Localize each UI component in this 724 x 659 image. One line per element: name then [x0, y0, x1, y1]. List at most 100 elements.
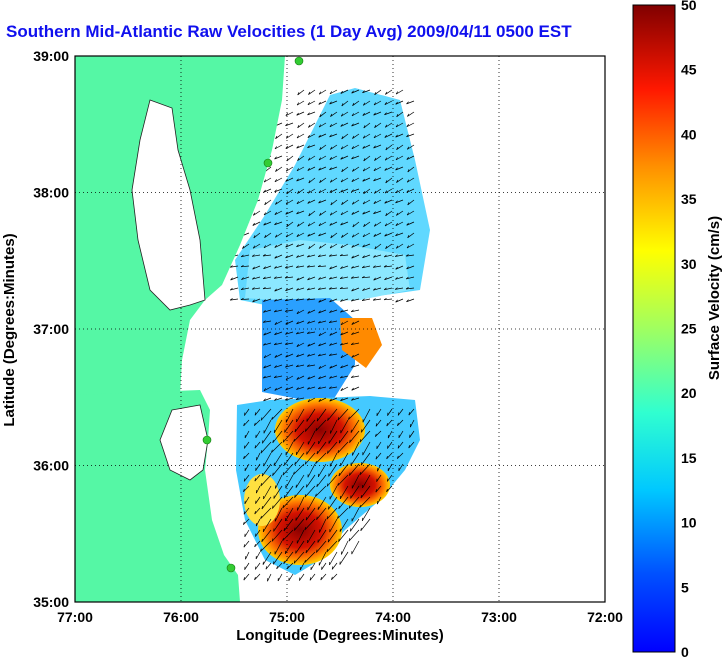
velocity-arrow: [395, 89, 404, 95]
velocity-arrow: [363, 155, 371, 162]
velocity-arrow-head: [296, 255, 299, 258]
velocity-arrow-head: [406, 179, 410, 183]
velocity-arrow: [373, 100, 382, 106]
velocity-arrow: [340, 265, 349, 269]
velocity-arrow: [328, 463, 338, 477]
velocity-arrow: [285, 507, 294, 522]
velocity-arrow-head: [329, 310, 332, 313]
velocity-arrow-head: [308, 180, 311, 184]
velocity-arrow: [318, 276, 327, 280]
velocity-arrow: [274, 276, 283, 279]
velocity-arrow-head: [296, 135, 300, 139]
velocity-arrow: [351, 111, 360, 117]
velocity-arrow-head: [296, 178, 299, 182]
velocity-arrow-head: [296, 244, 299, 247]
velocity-arrow-head: [264, 201, 267, 205]
velocity-arrow: [386, 452, 393, 460]
velocity-arrow: [340, 320, 349, 326]
velocity-arrow-head: [384, 134, 387, 138]
velocity-arrow: [362, 199, 371, 205]
velocity-arrow-head: [297, 223, 300, 227]
velocity-arrow-head: [329, 332, 332, 336]
velocity-arrow-head: [329, 266, 332, 270]
velocity-arrow: [362, 265, 371, 269]
velocity-arrow: [396, 243, 404, 249]
velocity-arrow-head: [395, 190, 398, 193]
velocity-arrow-head: [351, 234, 355, 238]
velocity-arrow-head: [331, 566, 334, 570]
velocity-arrow: [285, 199, 294, 205]
velocity-arrow: [244, 463, 250, 472]
velocity-arrow-head: [260, 417, 263, 421]
velocity-arrow-head: [254, 422, 256, 426]
velocity-arrow: [254, 474, 261, 482]
velocity-arrow: [241, 254, 250, 258]
velocity-arrow-head: [282, 472, 285, 476]
velocity-arrow-head: [374, 124, 377, 128]
velocity-arrow-head: [338, 440, 341, 444]
velocity-arrow: [260, 540, 272, 552]
velocity-arrow-head: [361, 298, 365, 301]
velocity-arrow: [337, 507, 349, 519]
velocity-arrow-head: [275, 201, 278, 205]
velocity-arrow-head: [316, 418, 319, 422]
coast-stations: [202, 56, 304, 573]
velocity-arrow: [287, 562, 294, 569]
velocity-arrow: [410, 419, 415, 428]
velocity-arrow: [351, 397, 360, 401]
velocity-arrow-head: [349, 472, 351, 476]
velocity-arrow: [230, 287, 239, 291]
coast-station: [226, 563, 236, 573]
velocity-arrow-head: [254, 445, 256, 449]
velocity-arrow: [275, 133, 283, 139]
velocity-arrow-head: [340, 266, 343, 269]
velocity-arrow: [243, 419, 250, 427]
velocity-arrow-head: [407, 169, 410, 173]
velocity-arrow-head: [359, 504, 361, 508]
velocity-arrow: [274, 331, 283, 336]
velocity-arrow: [283, 485, 294, 499]
velocity-arrow-head: [340, 156, 343, 160]
velocity-arrow: [340, 89, 349, 94]
velocity-arrow-head: [274, 222, 277, 225]
velocity-arrow-head: [261, 505, 263, 510]
velocity-arrow-head: [318, 167, 321, 171]
velocity-arrow: [318, 309, 327, 314]
velocity-arrow-head: [263, 342, 266, 346]
velocity-arrow: [230, 276, 239, 281]
velocity-arrow: [351, 243, 360, 248]
velocity-arrow: [329, 309, 338, 313]
velocity-arrow: [230, 298, 239, 301]
velocity-arrow-head: [406, 146, 410, 150]
velocity-arrow-head: [394, 254, 398, 257]
velocity-arrow-head: [318, 134, 321, 138]
velocity-arrow-head: [243, 445, 246, 449]
velocity-arrow: [263, 331, 272, 336]
velocity-arrow: [329, 342, 338, 346]
velocity-arrow: [274, 287, 283, 292]
velocity-arrow-head: [274, 255, 277, 259]
velocity-arrow: [263, 485, 272, 500]
velocity-arrow-head: [295, 364, 299, 368]
velocity-arrow: [304, 551, 316, 564]
velocity-arrow-head: [307, 343, 310, 347]
velocity-arrow-head: [243, 455, 245, 459]
velocity-arrow: [338, 463, 349, 477]
velocity-arrow: [340, 375, 349, 379]
velocity-arrow-head: [274, 322, 277, 325]
velocity-arrow: [385, 122, 393, 128]
velocity-arrow: [352, 441, 360, 456]
velocity-arrow: [260, 408, 272, 421]
velocity-arrow-head: [285, 265, 288, 269]
velocity-arrow-head: [241, 277, 244, 280]
velocity-arrow: [351, 210, 360, 215]
velocity-arrow: [340, 155, 349, 160]
velocity-arrow: [373, 199, 382, 204]
velocity-arrow: [307, 463, 316, 478]
velocity-arrow: [297, 221, 305, 227]
velocity-arrow-head: [350, 309, 354, 313]
velocity-arrow: [307, 254, 316, 258]
velocity-arrow-head: [296, 331, 299, 335]
velocity-arrow: [255, 430, 261, 438]
velocity-arrow: [293, 551, 305, 564]
